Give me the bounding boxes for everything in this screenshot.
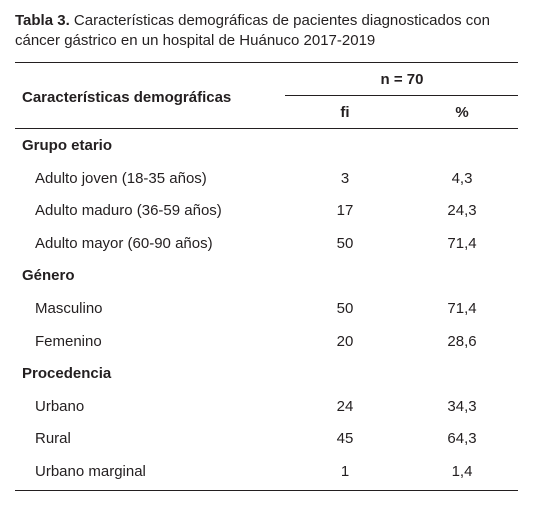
- row-label: Masculino: [35, 300, 103, 317]
- table-label: Tabla 3.: [15, 12, 70, 29]
- group-rule: [285, 95, 518, 96]
- pct-cell: 1,4: [451, 463, 473, 480]
- row-label: Adulto mayor (60-90 años): [35, 234, 213, 252]
- column-header: %: [455, 104, 469, 121]
- row-label: Rural: [35, 430, 71, 448]
- pct-cell: 71,4: [447, 234, 477, 252]
- row-label: Urbano marginal: [35, 463, 146, 480]
- fi-cell: 17: [336, 202, 354, 220]
- table-title: Tabla 3. Características demográficas de…: [15, 11, 525, 51]
- section-label: Procedencia: [22, 365, 112, 383]
- pct-cell: 64,3: [447, 430, 477, 448]
- row-label: Urbano: [35, 397, 85, 415]
- pct-cell: 71,4: [447, 300, 477, 317]
- fi-cell: 20: [336, 332, 354, 350]
- row-label: Femenino: [35, 332, 102, 350]
- header-rule: [15, 128, 518, 129]
- group-header: n = 70: [380, 71, 424, 88]
- row-header: Características demográficas: [22, 89, 232, 106]
- fi-cell: 45: [336, 430, 354, 448]
- section-label: Grupo etario: [22, 137, 113, 154]
- fi-cell: 50: [336, 300, 354, 317]
- top-rule: [15, 62, 518, 63]
- fi-cell: 50: [336, 234, 354, 252]
- pct-cell: 24,3: [447, 202, 477, 220]
- row-label: Adulto joven (18-35 años): [35, 169, 207, 187]
- column-header: fi: [340, 104, 350, 121]
- fi-cell: 24: [336, 397, 354, 415]
- section-label: Género: [22, 267, 75, 285]
- fi-cell: 3: [340, 169, 350, 187]
- pct-cell: 34,3: [447, 397, 477, 415]
- bottom-rule: [15, 490, 518, 491]
- pct-cell: 28,6: [447, 332, 477, 350]
- fi-cell: 1: [340, 463, 350, 480]
- row-label: Adulto maduro (36-59 años): [35, 202, 222, 220]
- title-text: Características demográficas de paciente…: [15, 12, 490, 49]
- pct-cell: 4,3: [451, 169, 473, 187]
